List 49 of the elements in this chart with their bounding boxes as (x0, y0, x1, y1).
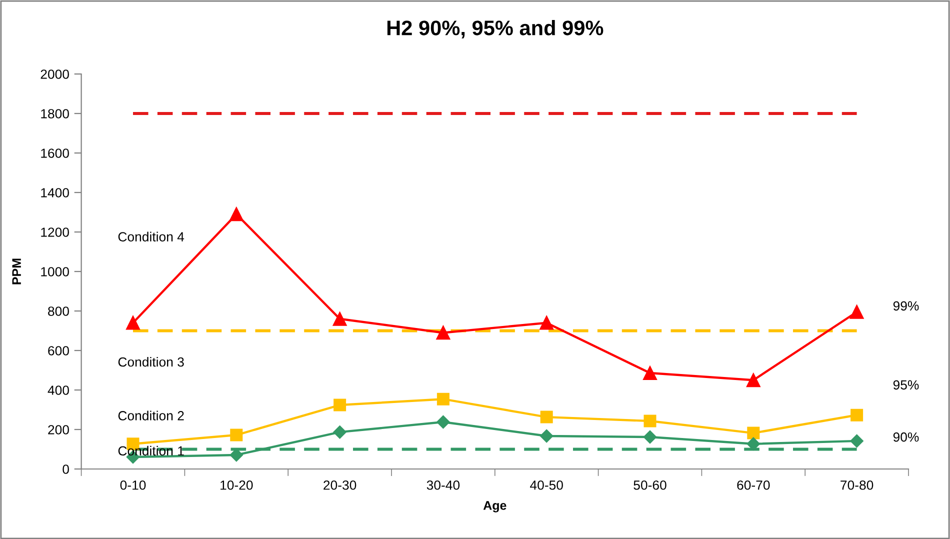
y-tick-label: 1800 (41, 109, 69, 118)
x-tick-label: 10-20 (220, 480, 253, 490)
point (540, 316, 554, 330)
point (436, 415, 450, 429)
y-tick-label: 600 (48, 346, 69, 356)
annotation: Condition 4 (118, 232, 184, 242)
point (126, 316, 140, 330)
point (229, 207, 244, 222)
point (850, 408, 864, 422)
point (644, 414, 656, 428)
point (436, 392, 450, 406)
x-tick-label: 40-50 (530, 480, 563, 490)
y-tick-label: 400 (48, 386, 69, 395)
point (643, 366, 657, 380)
point (746, 373, 760, 388)
x-tick-label: 60-70 (737, 480, 770, 490)
y-tick-label: 800 (48, 306, 69, 316)
point (332, 312, 347, 326)
x-tick-label: 20-30 (324, 480, 356, 490)
annotation: Condition 3 (118, 356, 184, 367)
x-tick-label: 0-10 (120, 480, 146, 490)
y-tick-label: 200 (48, 425, 69, 434)
text: 99% (893, 301, 919, 311)
point (540, 410, 553, 424)
x-tick-label: 50-60 (634, 480, 666, 490)
point (540, 429, 554, 443)
point (230, 428, 243, 442)
x-tick-label: 70-80 (840, 480, 874, 490)
y-tick-label: 1200 (41, 228, 69, 237)
y-tick-label: 1000 (41, 267, 69, 276)
y-tick-label: 2000 (40, 70, 69, 79)
point (333, 425, 346, 439)
point (643, 430, 657, 444)
point (334, 398, 346, 412)
x-tick-label: 30-40 (426, 480, 460, 490)
text: 95% (893, 380, 919, 390)
text: 90% (893, 432, 919, 442)
point (747, 426, 760, 440)
x-axis-title: Age (483, 501, 506, 512)
annotation: Condition 2 (118, 410, 184, 420)
point (746, 437, 760, 451)
point (850, 305, 864, 319)
y-axis-title: PPM (12, 258, 21, 284)
y-tick-label: 1400 (41, 188, 69, 198)
point (850, 434, 864, 448)
y-tick-label: 1600 (41, 148, 69, 158)
y-tick-label: 0 (62, 464, 69, 474)
chart-title: H2 90%, 95% and 99% (387, 20, 604, 38)
point (436, 326, 450, 340)
